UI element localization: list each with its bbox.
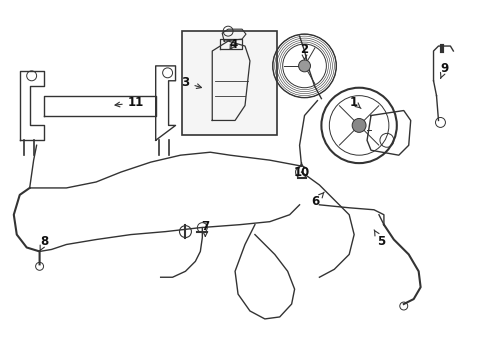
- Text: 10: 10: [293, 163, 309, 179]
- Text: 5: 5: [373, 230, 384, 248]
- Text: 8: 8: [40, 235, 49, 251]
- Text: 3: 3: [181, 76, 201, 89]
- Circle shape: [298, 60, 310, 72]
- Text: 6: 6: [311, 192, 324, 208]
- Text: 11: 11: [115, 96, 143, 109]
- Circle shape: [351, 118, 366, 132]
- Text: 4: 4: [228, 37, 237, 50]
- Text: 9: 9: [439, 62, 447, 78]
- Text: 1: 1: [349, 96, 360, 109]
- FancyBboxPatch shape: [182, 31, 276, 135]
- Text: 2: 2: [300, 42, 308, 60]
- Text: 7: 7: [201, 220, 209, 237]
